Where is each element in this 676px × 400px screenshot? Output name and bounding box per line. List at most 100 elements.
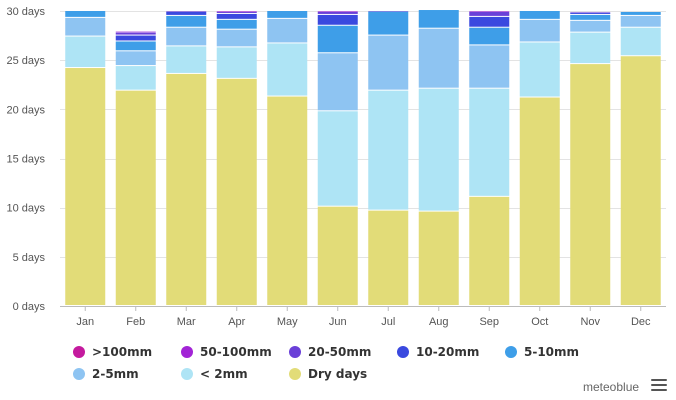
bar-nov-20-50mm	[570, 11, 611, 13]
bar-sep-10-20mm	[469, 16, 510, 27]
x-tick-label: Apr	[228, 316, 245, 328]
bar-aug--2mm	[418, 88, 459, 211]
legend-swatch-dry-days	[289, 368, 301, 380]
bar-dec-dry-days	[620, 56, 661, 305]
x-tick-label: Jul	[381, 316, 395, 328]
bar-may--2mm	[267, 43, 308, 96]
legend-item-dry-days[interactable]: Dry days	[286, 365, 394, 383]
x-tick-label: Feb	[126, 316, 145, 328]
legend-swatch-lt2mm	[181, 368, 193, 380]
bar-apr-dry-days	[216, 78, 257, 305]
legend-swatch-5-10mm	[505, 346, 517, 358]
bar-apr-20-50mm	[216, 11, 257, 13]
legend-label: 2-5mm	[92, 367, 139, 381]
bar-apr--2mm	[216, 47, 257, 78]
bar-nov-2-5mm	[570, 20, 611, 32]
bar-aug-5-10mm	[418, 10, 459, 28]
y-tick-label: 25 days	[6, 55, 45, 67]
bar-jun-50-100mm	[317, 11, 358, 12]
bar-jul-2-5mm	[368, 35, 409, 90]
bar-jan-dry-days	[65, 68, 106, 306]
menu-icon-line	[651, 379, 667, 381]
bar-feb-2-5mm	[115, 51, 156, 66]
bar-nov-dry-days	[570, 64, 611, 305]
bar-oct-5-10mm	[519, 11, 560, 19]
bar-jun-10-20mm	[317, 14, 358, 25]
bar-jan-2-5mm	[65, 17, 106, 36]
bars	[65, 10, 661, 306]
x-tick-label: May	[277, 316, 298, 328]
bar-may-dry-days	[267, 96, 308, 305]
legend-label: 5-10mm	[524, 345, 580, 359]
bar-apr-50-100mm	[216, 11, 257, 12]
bar-aug-2-5mm	[418, 28, 459, 88]
bar-jul-dry-days	[368, 210, 409, 305]
bar-feb-dry-days	[115, 90, 156, 306]
legend-item-5-10mm[interactable]: 5-10mm	[502, 343, 610, 361]
legend-item-2-5mm[interactable]: 2-5mm	[70, 365, 178, 383]
legend-label: 50-100mm	[200, 345, 272, 359]
legend-label: < 2mm	[200, 367, 248, 381]
bar-sep-20-50mm	[469, 11, 510, 16]
bar-feb--2mm	[115, 66, 156, 90]
bar-apr-5-10mm	[216, 19, 257, 29]
bar-sep-5-10mm	[469, 27, 510, 45]
bar-jun-20-50mm	[317, 11, 358, 14]
x-tick-label: Aug	[429, 316, 449, 328]
bar-dec-5-10mm	[620, 11, 661, 15]
bar-oct--2mm	[519, 42, 560, 97]
bar-jul-5-10mm	[368, 11, 409, 35]
legend-label: 10-20mm	[416, 345, 480, 359]
bar-may-2-5mm	[267, 18, 308, 43]
bar-jul-10-20mm	[368, 11, 409, 12]
bar-nov-5-10mm	[570, 14, 611, 20]
bar-jan-5-10mm	[65, 11, 106, 17]
bar-feb-5-10mm	[115, 41, 156, 51]
precipitation-days-chart: 0 days 5 days 10 days 15 days 20 days 25 days…	[6, 6, 666, 328]
y-tick-label: 30 days	[6, 6, 45, 18]
legend-swatch-20-50mm	[289, 346, 301, 358]
bar-dec--2mm	[620, 27, 661, 56]
bar-dec-2-5mm	[620, 15, 661, 27]
y-tick-label: 0 days	[13, 301, 46, 313]
legend-swatch-2-5mm	[73, 368, 85, 380]
x-tick-label: Jan	[76, 316, 94, 328]
y-tick-label: 10 days	[6, 203, 45, 215]
legend-swatch-gt100mm	[73, 346, 85, 358]
meteoblue-credit[interactable]: meteoblue	[583, 380, 640, 394]
y-tick-label: 15 days	[6, 154, 45, 166]
bar-oct-2-5mm	[519, 19, 560, 42]
legend-swatch-50-100mm	[181, 346, 193, 358]
menu-icon-line	[651, 389, 667, 391]
bar-apr-2-5mm	[216, 29, 257, 47]
bar-mar-2-5mm	[166, 27, 207, 46]
bar-sep--2mm	[469, 88, 510, 196]
bar-apr-10-20mm	[216, 13, 257, 19]
x-tick-label: Sep	[479, 316, 499, 328]
x-tick-label: Dec	[631, 316, 651, 328]
bar-feb-20-50mm	[115, 32, 156, 35]
menu-icon-line	[651, 384, 667, 386]
bar-aug-dry-days	[418, 211, 459, 305]
bar-oct-dry-days	[519, 97, 560, 306]
grid-lines	[60, 11, 666, 307]
bar-jun--2mm	[317, 111, 358, 206]
bar-mar-20-50mm	[166, 11, 207, 12]
bar-sep-dry-days	[469, 196, 510, 305]
x-tick-label: Jun	[329, 316, 347, 328]
bar-nov--2mm	[570, 32, 611, 64]
legend-label: 20-50mm	[308, 345, 372, 359]
x-tick-label: Nov	[580, 316, 600, 328]
legend-item-lt2mm[interactable]: < 2mm	[178, 365, 286, 383]
x-axis-tick-labels: Jan Feb Mar Apr May Jun Jul Aug Sep Oct Nov Dec	[76, 306, 651, 328]
legend: >100mm 50-100mm 20-50mm 10-20mm 5-10mm 2…	[70, 343, 610, 383]
legend-item-gt100mm[interactable]: >100mm	[70, 343, 178, 361]
legend-item-50-100mm[interactable]: 50-100mm	[178, 343, 286, 361]
legend-item-10-20mm[interactable]: 10-20mm	[394, 343, 502, 361]
legend-item-20-50mm[interactable]: 20-50mm	[286, 343, 394, 361]
hamburger-menu-icon[interactable]	[651, 379, 667, 392]
y-axis-tick-labels: 0 days 5 days 10 days 15 days 20 days 25 days…	[6, 6, 45, 313]
bar-jan--2mm	[65, 36, 106, 68]
bar-sep-2-5mm	[469, 45, 510, 88]
bar-sep-50-100mm	[469, 11, 510, 12]
